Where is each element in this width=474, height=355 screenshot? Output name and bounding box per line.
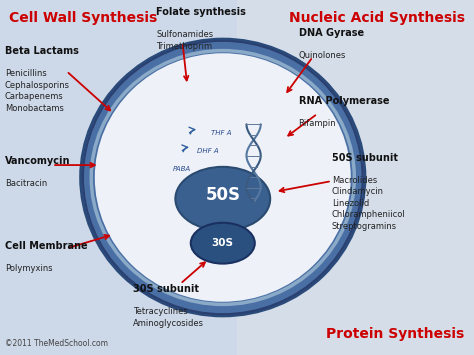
Ellipse shape bbox=[191, 223, 255, 263]
Text: PABA: PABA bbox=[173, 166, 191, 171]
Ellipse shape bbox=[175, 167, 270, 231]
Text: Quinolones: Quinolones bbox=[299, 51, 346, 60]
Text: Cell Wall Synthesis: Cell Wall Synthesis bbox=[9, 11, 158, 24]
Text: 30S subunit: 30S subunit bbox=[133, 284, 199, 294]
Text: 50S subunit: 50S subunit bbox=[332, 153, 398, 163]
Bar bbox=[237, 0, 474, 355]
Text: Bacitracin: Bacitracin bbox=[5, 179, 47, 188]
Text: Penicillins
Cephalosporins
Carbapenems
Monobactams: Penicillins Cephalosporins Carbapenems M… bbox=[5, 69, 70, 113]
Text: DHF A: DHF A bbox=[197, 148, 219, 154]
Text: 30S: 30S bbox=[212, 238, 234, 248]
Text: Beta Lactams: Beta Lactams bbox=[5, 46, 79, 56]
Text: Tetracyclines
Aminoglycosides: Tetracyclines Aminoglycosides bbox=[133, 307, 204, 328]
Text: Cell Membrane: Cell Membrane bbox=[5, 241, 87, 251]
Text: DNA Gyrase: DNA Gyrase bbox=[299, 28, 364, 38]
Text: Folate synthesis: Folate synthesis bbox=[156, 7, 246, 17]
Text: RNA Polymerase: RNA Polymerase bbox=[299, 96, 389, 106]
Text: Sulfonamides
Trimethoprim: Sulfonamides Trimethoprim bbox=[156, 30, 214, 51]
Text: Protein Synthesis: Protein Synthesis bbox=[326, 327, 465, 341]
Text: ©2011 TheMedSchool.com: ©2011 TheMedSchool.com bbox=[5, 339, 108, 348]
Ellipse shape bbox=[81, 39, 365, 316]
Text: Rifampin: Rifampin bbox=[299, 119, 336, 128]
Text: THF A: THF A bbox=[211, 130, 231, 136]
Text: Polymyxins: Polymyxins bbox=[5, 264, 52, 273]
Text: Macrolides
Clindamycin
Linezolid
Chlorampheniicol
Streptogramins: Macrolides Clindamycin Linezolid Chloram… bbox=[332, 176, 406, 230]
Text: Vancomycin: Vancomycin bbox=[5, 156, 70, 166]
Ellipse shape bbox=[95, 53, 351, 302]
Text: Nucleic Acid Synthesis: Nucleic Acid Synthesis bbox=[289, 11, 465, 24]
Text: 50S: 50S bbox=[205, 186, 240, 204]
Bar bbox=[0, 0, 237, 355]
